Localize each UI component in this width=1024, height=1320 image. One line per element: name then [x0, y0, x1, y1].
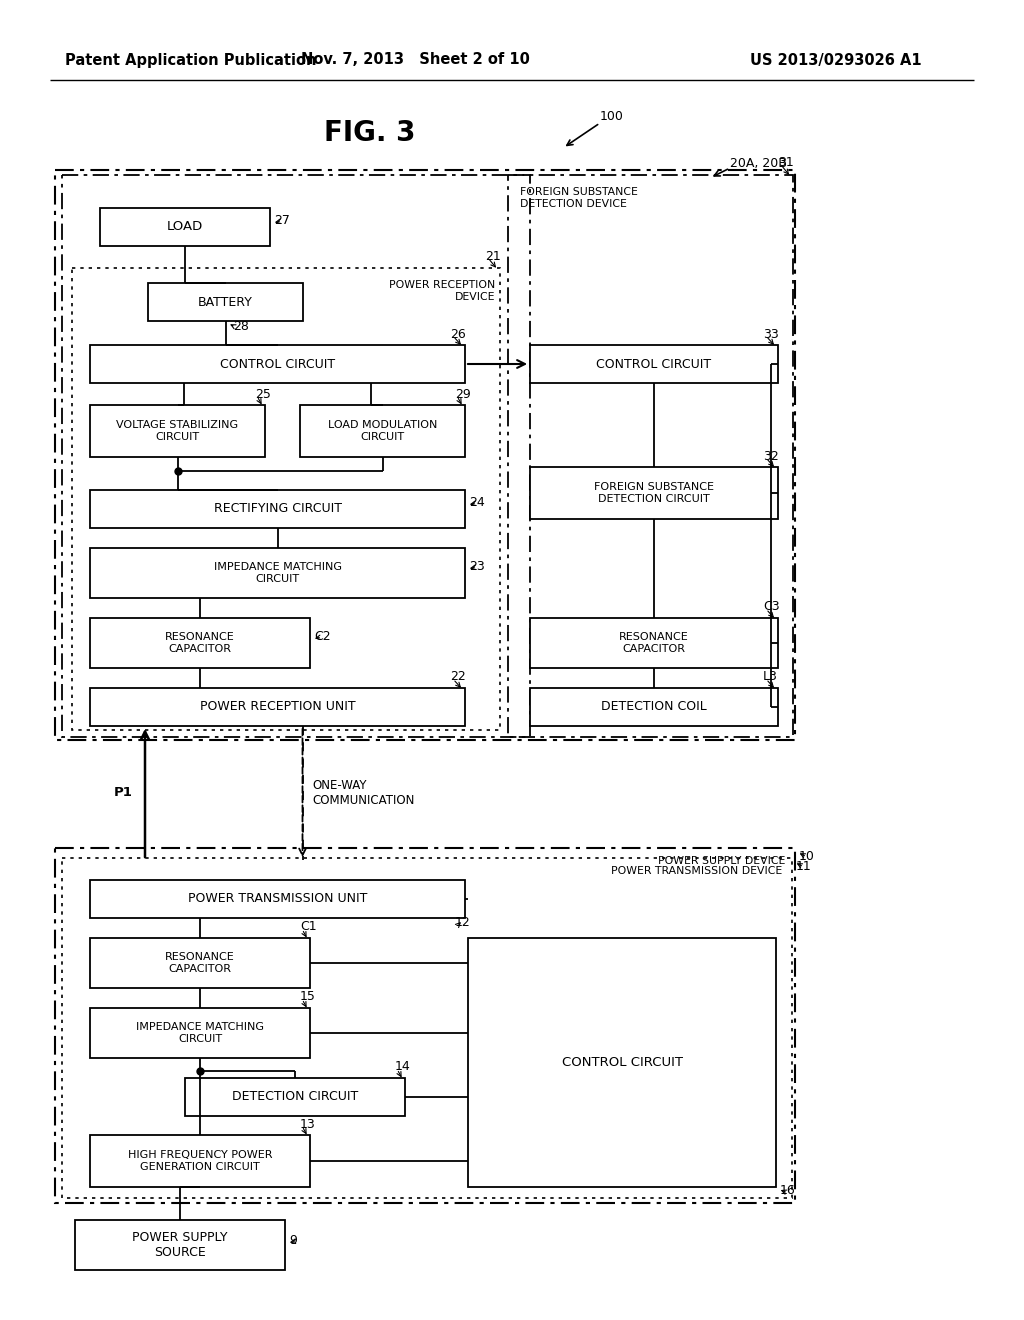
- Text: POWER RECEPTION
DEVICE: POWER RECEPTION DEVICE: [389, 280, 495, 301]
- Text: L3: L3: [763, 671, 778, 684]
- Text: 27: 27: [274, 214, 290, 227]
- Text: POWER TRANSMISSION DEVICE: POWER TRANSMISSION DEVICE: [610, 866, 782, 876]
- Text: CONTROL CIRCUIT: CONTROL CIRCUIT: [561, 1056, 683, 1069]
- Text: IMPEDANCE MATCHING
CIRCUIT: IMPEDANCE MATCHING CIRCUIT: [213, 562, 341, 583]
- Text: RESONANCE
CAPACITOR: RESONANCE CAPACITOR: [165, 632, 234, 653]
- Text: 31: 31: [778, 157, 794, 169]
- Bar: [90, 880, 465, 917]
- Text: 22: 22: [450, 671, 466, 684]
- Text: US 2013/0293026 A1: US 2013/0293026 A1: [750, 53, 922, 67]
- Text: 23: 23: [469, 561, 484, 573]
- Bar: [90, 490, 465, 528]
- Text: 13: 13: [300, 1118, 315, 1130]
- Text: 33: 33: [763, 327, 778, 341]
- Text: POWER SUPPLY DEVICE: POWER SUPPLY DEVICE: [657, 855, 785, 866]
- Text: VOLTAGE STABILIZING
CIRCUIT: VOLTAGE STABILIZING CIRCUIT: [117, 420, 239, 442]
- Text: CONTROL CIRCUIT: CONTROL CIRCUIT: [596, 358, 712, 371]
- Bar: [530, 345, 778, 383]
- Text: 100: 100: [600, 110, 624, 123]
- Text: 15: 15: [300, 990, 315, 1003]
- Bar: [72, 268, 500, 730]
- Bar: [530, 467, 778, 519]
- Text: P1: P1: [114, 787, 132, 800]
- Text: DETECTION COIL: DETECTION COIL: [601, 701, 707, 714]
- Text: 32: 32: [763, 450, 778, 462]
- Text: 14: 14: [395, 1060, 411, 1073]
- Bar: [55, 847, 795, 1203]
- Text: BATTERY: BATTERY: [198, 296, 253, 309]
- Bar: [90, 548, 465, 598]
- Bar: [468, 939, 776, 1187]
- Text: 9: 9: [289, 1234, 297, 1247]
- Text: CONTROL CIRCUIT: CONTROL CIRCUIT: [220, 358, 335, 371]
- Bar: [62, 858, 792, 1199]
- Text: C2: C2: [314, 631, 331, 644]
- Text: RESONANCE
CAPACITOR: RESONANCE CAPACITOR: [620, 632, 689, 653]
- Bar: [90, 1008, 310, 1059]
- Text: 11: 11: [796, 859, 812, 873]
- Bar: [90, 405, 265, 457]
- Text: 12: 12: [455, 916, 471, 928]
- Text: LOAD MODULATION
CIRCUIT: LOAD MODULATION CIRCUIT: [328, 420, 437, 442]
- Text: C1: C1: [300, 920, 316, 933]
- Text: DETECTION CIRCUIT: DETECTION CIRCUIT: [231, 1090, 358, 1104]
- Text: HIGH FREQUENCY POWER
GENERATION CIRCUIT: HIGH FREQUENCY POWER GENERATION CIRCUIT: [128, 1150, 272, 1172]
- Text: POWER TRANSMISSION UNIT: POWER TRANSMISSION UNIT: [187, 892, 368, 906]
- Text: FOREIGN SUBSTANCE
DETECTION CIRCUIT: FOREIGN SUBSTANCE DETECTION CIRCUIT: [594, 482, 714, 504]
- Text: 26: 26: [450, 327, 466, 341]
- Bar: [148, 282, 303, 321]
- Text: FOREIGN SUBSTANCE
DETECTION DEVICE: FOREIGN SUBSTANCE DETECTION DEVICE: [520, 187, 638, 209]
- Bar: [90, 345, 465, 383]
- Text: ONE-WAY
COMMUNICATION: ONE-WAY COMMUNICATION: [312, 779, 415, 807]
- Text: 25: 25: [255, 388, 271, 400]
- Bar: [55, 170, 795, 741]
- Text: LOAD: LOAD: [167, 220, 203, 234]
- Bar: [90, 939, 310, 987]
- Text: RESONANCE
CAPACITOR: RESONANCE CAPACITOR: [165, 952, 234, 974]
- Bar: [185, 1078, 406, 1115]
- Text: 24: 24: [469, 496, 484, 510]
- Text: IMPEDANCE MATCHING
CIRCUIT: IMPEDANCE MATCHING CIRCUIT: [136, 1022, 264, 1044]
- Bar: [62, 176, 530, 737]
- Bar: [90, 1135, 310, 1187]
- Text: FIG. 3: FIG. 3: [325, 119, 416, 147]
- Text: 21: 21: [485, 249, 501, 263]
- Text: 10: 10: [799, 850, 815, 862]
- Text: 28: 28: [233, 319, 250, 333]
- Bar: [100, 209, 270, 246]
- Bar: [530, 618, 778, 668]
- Text: POWER RECEPTION UNIT: POWER RECEPTION UNIT: [200, 701, 355, 714]
- Text: Nov. 7, 2013   Sheet 2 of 10: Nov. 7, 2013 Sheet 2 of 10: [301, 53, 529, 67]
- Bar: [508, 176, 793, 737]
- Text: POWER SUPPLY
SOURCE: POWER SUPPLY SOURCE: [132, 1232, 227, 1259]
- Text: Patent Application Publication: Patent Application Publication: [65, 53, 316, 67]
- Text: 29: 29: [455, 388, 471, 400]
- Text: C3: C3: [763, 601, 779, 614]
- Bar: [300, 405, 465, 457]
- Text: 16: 16: [780, 1184, 796, 1197]
- Text: 20A, 20B: 20A, 20B: [730, 157, 786, 169]
- Bar: [75, 1220, 285, 1270]
- Bar: [90, 688, 465, 726]
- Bar: [90, 618, 310, 668]
- Bar: [530, 688, 778, 726]
- Text: RECTIFYING CIRCUIT: RECTIFYING CIRCUIT: [213, 503, 341, 516]
